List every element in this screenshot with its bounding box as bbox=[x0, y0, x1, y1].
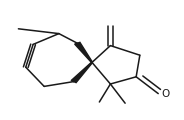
Polygon shape bbox=[71, 62, 93, 83]
Polygon shape bbox=[75, 42, 93, 63]
Text: O: O bbox=[161, 89, 169, 99]
